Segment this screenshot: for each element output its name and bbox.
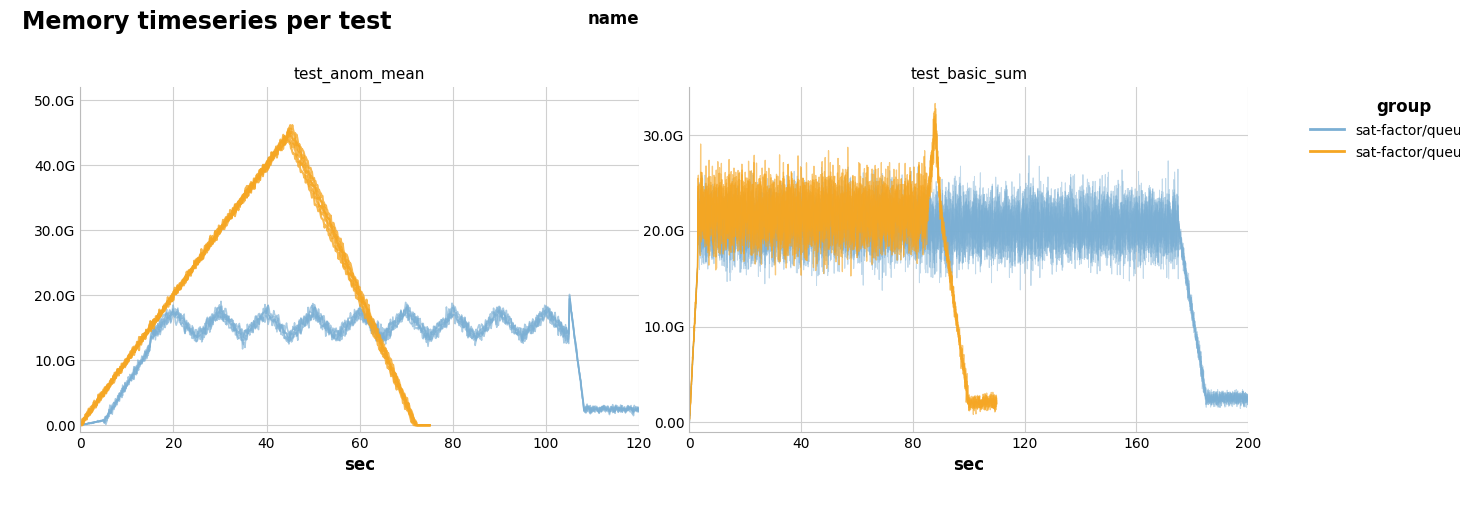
Text: name: name	[587, 10, 639, 28]
Legend: sat-factor/queue-1.2, sat-factor/queue-inf: sat-factor/queue-1.2, sat-factor/queue-i…	[1305, 95, 1460, 164]
Title: test_basic_sum: test_basic_sum	[910, 67, 1028, 83]
X-axis label: sec: sec	[345, 456, 375, 474]
X-axis label: sec: sec	[953, 456, 984, 474]
Title: test_anom_mean: test_anom_mean	[293, 67, 425, 83]
Text: Memory timeseries per test: Memory timeseries per test	[22, 10, 391, 34]
